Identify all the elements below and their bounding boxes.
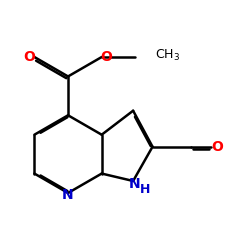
Text: H: H (140, 183, 151, 196)
Text: O: O (211, 140, 223, 154)
Text: O: O (24, 50, 35, 64)
Text: N: N (129, 177, 141, 191)
Text: O: O (100, 50, 112, 64)
Text: N: N (62, 188, 74, 202)
Text: CH$_3$: CH$_3$ (155, 48, 180, 63)
